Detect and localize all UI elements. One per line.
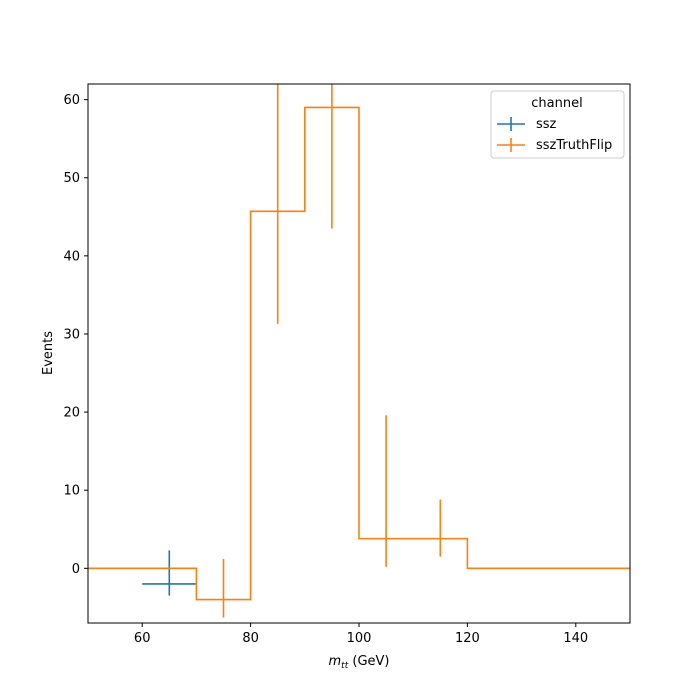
x-tick-label-60: 60: [134, 631, 151, 646]
x-axis-label-symbol: m: [329, 654, 342, 669]
x-tick-label-120: 120: [455, 631, 480, 646]
legend-title: channel: [531, 96, 582, 111]
y-tick-label-60: 60: [63, 93, 80, 108]
x-axis-label-subscript: tt: [341, 661, 349, 671]
legend-entry-ssz: ssz: [497, 117, 557, 132]
y-tick-label-20: 20: [63, 406, 80, 421]
legend-label-ssz: ssz: [536, 117, 557, 132]
y-axis-label: Events: [41, 331, 56, 375]
y-tick-label-50: 50: [63, 171, 80, 186]
y-tick-label-30: 30: [63, 327, 80, 342]
legend: channel ssz sszTruthFlip: [490, 90, 625, 159]
legend-box: [490, 90, 625, 159]
x-tick-label-80: 80: [242, 631, 259, 646]
plot-area: [88, 84, 630, 618]
legend-label-sszTruthFlip: sszTruthFlip: [536, 138, 612, 153]
series-sszTruthFlip-step-line: [88, 106, 630, 601]
x-axis-label-unit: (GeV): [348, 654, 389, 669]
legend-entry-sszTruthFlip: sszTruthFlip: [497, 138, 612, 153]
x-axis-label: mtt (GeV): [329, 654, 390, 671]
x-tick-label-140: 140: [563, 631, 588, 646]
axes: 60 80 100 120 140 0 10 20 30 40 50 60: [63, 93, 588, 646]
y-tick-label-10: 10: [63, 484, 80, 499]
y-tick-label-0: 0: [72, 562, 80, 577]
y-tick-label-40: 40: [63, 249, 80, 264]
x-tick-label-100: 100: [347, 631, 372, 646]
